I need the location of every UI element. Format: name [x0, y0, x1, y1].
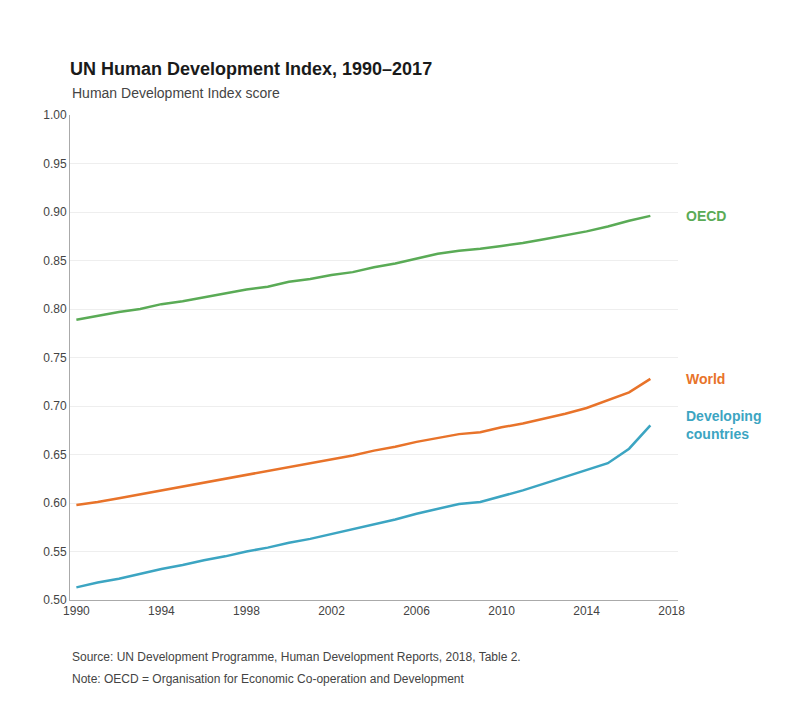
svg-text:0.50: 0.50 [43, 593, 67, 607]
svg-text:Note: OECD = Organisation for: Note: OECD = Organisation for Economic C… [72, 672, 465, 686]
svg-text:World: World [686, 371, 725, 387]
svg-text:1990: 1990 [63, 604, 90, 618]
svg-text:OECD: OECD [686, 208, 726, 224]
svg-text:0.65: 0.65 [43, 448, 67, 462]
svg-text:Human Development Index score: Human Development Index score [72, 85, 280, 101]
svg-text:0.90: 0.90 [43, 205, 67, 219]
svg-text:2018: 2018 [658, 604, 685, 618]
svg-text:0.85: 0.85 [43, 254, 67, 268]
svg-text:Source: UN Development Program: Source: UN Development Programme, Human … [72, 650, 521, 664]
svg-text:0.95: 0.95 [43, 157, 67, 171]
svg-text:0.70: 0.70 [43, 399, 67, 413]
svg-text:2006: 2006 [403, 604, 430, 618]
svg-text:0.80: 0.80 [43, 302, 67, 316]
svg-text:2002: 2002 [318, 604, 345, 618]
svg-text:1.00: 1.00 [43, 108, 67, 122]
svg-text:0.75: 0.75 [43, 351, 67, 365]
svg-text:2014: 2014 [573, 604, 600, 618]
svg-text:0.55: 0.55 [43, 545, 67, 559]
svg-text:UN Human Development Index, 19: UN Human Development Index, 1990–2017 [70, 59, 432, 79]
svg-text:Developingcountries: Developingcountries [686, 408, 761, 442]
svg-text:1998: 1998 [233, 604, 260, 618]
svg-text:1994: 1994 [148, 604, 175, 618]
svg-text:2010: 2010 [488, 604, 515, 618]
svg-text:0.60: 0.60 [43, 496, 67, 510]
